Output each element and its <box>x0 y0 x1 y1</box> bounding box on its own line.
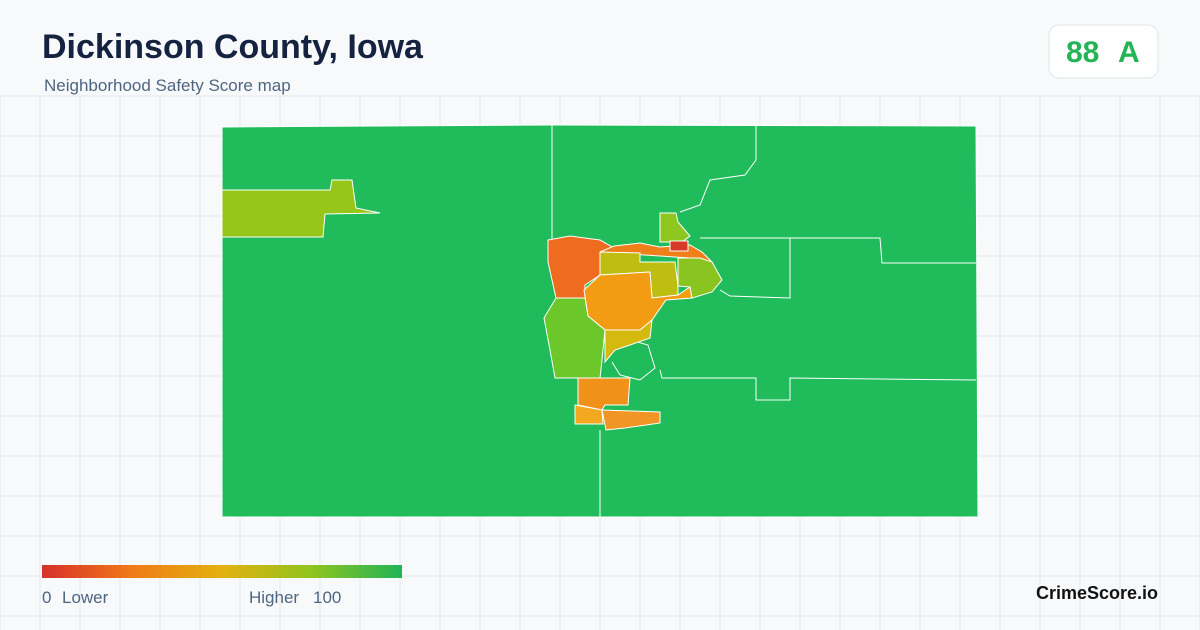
map-region <box>574 404 604 425</box>
map-region <box>601 409 661 431</box>
legend-high-label: Higher <box>249 588 299 607</box>
score-badge <box>1048 24 1159 79</box>
brand: CrimeScore.io <box>1036 583 1158 603</box>
region-border <box>679 126 757 213</box>
region-border <box>659 369 977 401</box>
map-region <box>659 212 691 243</box>
map-region <box>543 297 606 379</box>
region-border <box>719 238 791 299</box>
legend-low-label: Lower <box>62 588 109 607</box>
legend-max: 100 <box>313 588 341 607</box>
title: Dickinson County, Iowa <box>42 28 424 66</box>
map-region <box>221 179 381 238</box>
map-region <box>677 257 723 299</box>
score: 88 <box>1066 36 1099 69</box>
legend-min: 0 <box>42 588 51 607</box>
map-region <box>577 377 631 411</box>
subtitle: Neighborhood Safety Score map <box>44 76 291 95</box>
map-region <box>604 318 653 364</box>
grade: A <box>1118 36 1140 69</box>
legend-gradient <box>42 565 402 578</box>
map-region <box>669 240 689 252</box>
map <box>221 124 979 518</box>
